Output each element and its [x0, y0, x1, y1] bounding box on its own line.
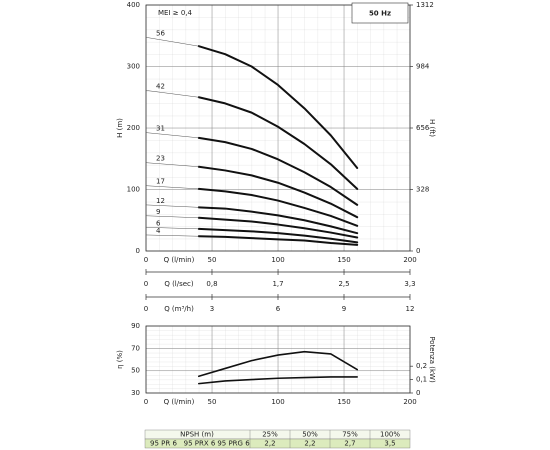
leader-line	[145, 90, 199, 98]
y-tick-label: 300	[127, 63, 140, 71]
x-tick-label: 12	[406, 305, 415, 313]
y2-tick-label: 0	[416, 247, 420, 255]
curve	[197, 45, 359, 169]
leader-line	[145, 185, 199, 190]
x-tick-label: 0	[144, 398, 148, 406]
plot-frame	[145, 4, 411, 252]
curve	[197, 206, 359, 235]
y-axis-label: η (%)	[116, 350, 124, 369]
curve-label: 31	[156, 125, 165, 133]
table-model: 95 PRX 6	[184, 440, 216, 448]
badge-box	[351, 2, 409, 24]
x-tick-label: 100	[271, 256, 284, 264]
x-axis-label: Q (m³/h)	[164, 305, 194, 313]
leader-line	[145, 132, 199, 139]
curve-label: 6	[156, 219, 161, 227]
y-tick-label: 30	[131, 389, 140, 397]
x-tick-label: 200	[403, 256, 416, 264]
table-column: 25%	[262, 431, 278, 439]
curve	[197, 227, 359, 244]
table-header: NPSH (m)	[180, 431, 214, 439]
y-tick-label: 70	[131, 344, 140, 352]
curve-label: 23	[156, 155, 165, 163]
table-column: 50%	[302, 431, 318, 439]
x-tick-label: 0	[144, 305, 148, 313]
x-tick-label: 0	[144, 256, 148, 264]
y2-axis-label: Potenza (kW)	[428, 336, 436, 383]
table-row-bg	[144, 438, 411, 449]
curve-label: 12	[156, 197, 165, 205]
leader-line	[145, 227, 199, 230]
y-tick-label: 100	[127, 186, 140, 194]
x-tick-label: 50	[208, 398, 217, 406]
x-tick-label: 1,7	[272, 280, 283, 288]
table-column: 75%	[342, 431, 358, 439]
y-tick-label: 0	[136, 247, 140, 255]
x-tick-label: 0,8	[206, 280, 217, 288]
y-tick-label: 400	[127, 1, 140, 9]
x-tick-label: 0	[144, 280, 148, 288]
y-tick-label: 50	[131, 367, 140, 375]
badge: 50 Hz	[369, 10, 391, 18]
x-tick-label: 200	[403, 398, 416, 406]
x-tick-label: 3	[210, 305, 214, 313]
x-tick-label: 9	[342, 305, 346, 313]
x-axis-label: Q (l/min)	[164, 398, 195, 406]
curve-label: 42	[156, 82, 165, 90]
x-tick-label: 50	[208, 256, 217, 264]
table-model: 95 PRG 6	[217, 440, 250, 448]
x-axis-label: Q (l/sec)	[164, 280, 194, 288]
curve-label: 56	[156, 29, 165, 37]
y2-tick-label: 1312	[416, 1, 434, 9]
y2-tick-label: 656	[416, 124, 430, 132]
y-axis-label: H (m)	[116, 118, 124, 138]
curve	[197, 165, 359, 219]
y2-tick-label: 328	[416, 186, 429, 194]
x-axis-label: Q (l/min)	[164, 256, 195, 264]
y2-axis-label: H (ft)	[428, 119, 436, 137]
y-tick-label: 90	[131, 322, 140, 330]
x-tick-label: 2,5	[338, 280, 349, 288]
curve	[198, 376, 358, 385]
x-tick-label: 100	[271, 398, 284, 406]
y2-tick-label: 984	[416, 63, 430, 71]
leader-line	[145, 234, 199, 237]
x-tick-label: 150	[337, 398, 350, 406]
y2-tick-label: 0,1	[416, 376, 427, 384]
x-tick-label: 3,3	[404, 280, 415, 288]
curve	[197, 216, 359, 239]
curve	[197, 235, 359, 246]
y-tick-label: 200	[127, 124, 140, 132]
curve-label: 9	[156, 208, 160, 216]
table-model: 95 PR 6	[150, 440, 177, 448]
table-value: 2,2	[304, 440, 315, 448]
y2-tick-label: 0,2	[416, 362, 427, 370]
plot-frame	[145, 325, 411, 394]
curve-label: 17	[156, 178, 165, 186]
leader-line	[145, 215, 199, 219]
curve-label: 4	[156, 227, 161, 235]
annotation: MEI ≥ 0,4	[158, 9, 193, 17]
curve	[197, 96, 359, 190]
table-value: 2,7	[344, 440, 355, 448]
curve	[198, 350, 358, 378]
leader-line	[145, 162, 199, 167]
leader-line	[145, 204, 199, 208]
x-tick-label: 6	[276, 305, 281, 313]
table-value: 3,5	[384, 440, 395, 448]
table-column: 100%	[380, 431, 400, 439]
curve	[197, 136, 359, 206]
x-tick-label: 150	[337, 256, 350, 264]
table-value: 2,2	[264, 440, 275, 448]
y2-tick-label: 0	[416, 389, 420, 397]
curve	[197, 187, 359, 227]
leader-line	[145, 37, 199, 47]
